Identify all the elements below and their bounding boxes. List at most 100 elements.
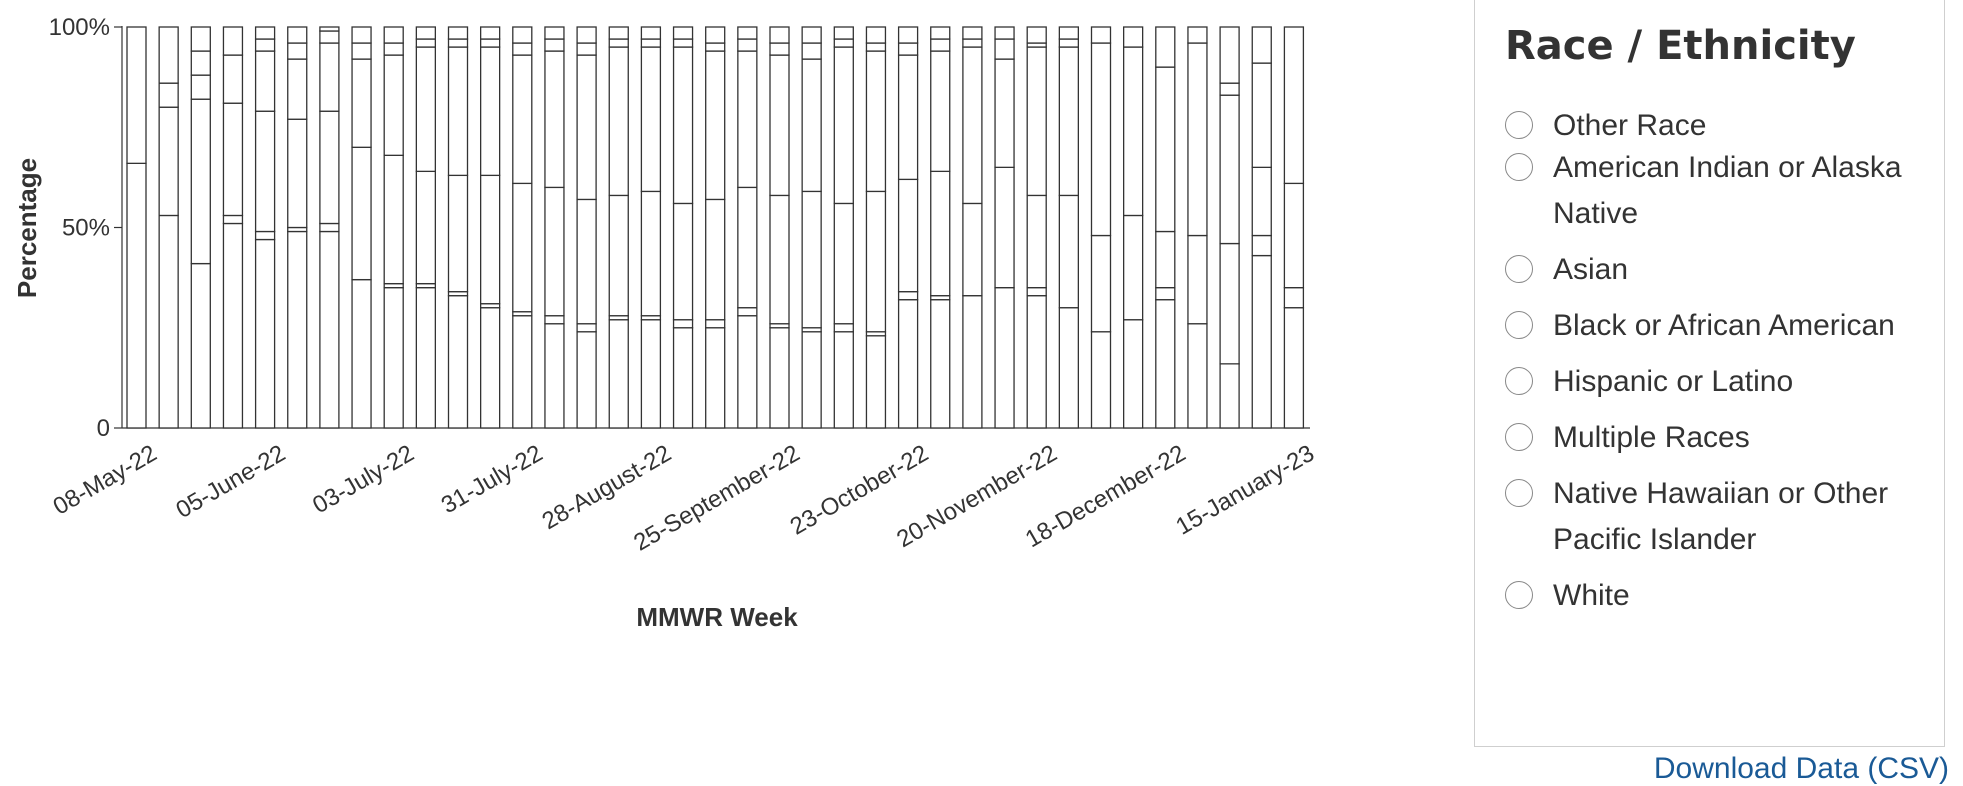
bar-segment[interactable] — [1219, 242, 1240, 365]
bar-17[interactable] — [672, 26, 694, 429]
bar-10[interactable] — [447, 26, 469, 429]
bar-segment[interactable] — [544, 50, 565, 189]
bar-segment[interactable] — [576, 26, 597, 44]
bar-segment[interactable] — [190, 262, 211, 429]
bar-segment[interactable] — [319, 30, 340, 44]
bar-segment[interactable] — [801, 58, 822, 193]
bar-segment[interactable] — [672, 46, 694, 205]
bar-segment[interactable] — [479, 46, 501, 177]
legend-item-black[interactable]: Black or African American — [1505, 307, 1925, 349]
bar-segment[interactable] — [640, 38, 662, 48]
bar-segment[interactable] — [383, 26, 404, 44]
bar-segment[interactable] — [383, 286, 404, 429]
bar-segment[interactable] — [1058, 26, 1079, 40]
bar-segment[interactable] — [962, 46, 983, 205]
bar-segment[interactable] — [640, 46, 662, 193]
bar-segment[interactable] — [962, 295, 983, 429]
bar-segment[interactable] — [254, 38, 276, 52]
bar-segment[interactable] — [287, 118, 308, 229]
bar-segment[interactable] — [1090, 26, 1112, 44]
bar-segment[interactable] — [479, 174, 501, 305]
bar-segment[interactable] — [190, 98, 211, 265]
bar-segment[interactable] — [865, 50, 887, 193]
bar-segment[interactable] — [1187, 234, 1208, 325]
bar-9[interactable] — [415, 26, 437, 429]
bar-segment[interactable] — [705, 327, 726, 429]
bar-segment[interactable] — [640, 319, 662, 429]
bar-1[interactable] — [158, 26, 179, 429]
radio-button[interactable] — [1505, 255, 1533, 283]
bar-segment[interactable] — [801, 331, 822, 429]
legend-item-native-hawaiian[interactable]: Native Hawaiian or Other Pacific Islande… — [1505, 475, 1925, 563]
bar-21[interactable] — [801, 26, 822, 429]
bar-segment[interactable] — [930, 299, 951, 429]
bar-5[interactable] — [287, 26, 308, 429]
bar-segment[interactable] — [415, 26, 437, 40]
bar-segment[interactable] — [608, 38, 629, 48]
bar-segment[interactable] — [254, 238, 276, 429]
bar-segment[interactable] — [415, 170, 437, 285]
bar-segment[interactable] — [319, 230, 340, 429]
bar-segment[interactable] — [930, 50, 951, 173]
bar-13[interactable] — [544, 26, 565, 429]
bar-segment[interactable] — [930, 170, 951, 297]
bar-segment[interactable] — [1058, 307, 1079, 429]
bar-segment[interactable] — [962, 202, 983, 297]
bar-segment[interactable] — [1090, 42, 1112, 237]
bar-segment[interactable] — [254, 230, 276, 241]
bar-segment[interactable] — [383, 54, 404, 156]
bar-segment[interactable] — [962, 38, 983, 48]
bar-segment[interactable] — [833, 46, 854, 205]
bar-segment[interactable] — [897, 178, 919, 293]
bar-segment[interactable] — [1283, 307, 1305, 429]
bar-segment[interactable] — [544, 315, 565, 325]
bar-29[interactable] — [1058, 26, 1079, 429]
bar-segment[interactable] — [1090, 234, 1112, 333]
bar-segment[interactable] — [351, 26, 372, 44]
bar-segment[interactable] — [479, 307, 501, 429]
bar-segment[interactable] — [415, 46, 437, 173]
bar-segment[interactable] — [833, 331, 854, 429]
bar-segment[interactable] — [640, 190, 662, 317]
bar-15[interactable] — [608, 26, 629, 429]
bar-segment[interactable] — [705, 50, 726, 201]
bar-segment[interactable] — [962, 26, 983, 40]
download-data-link[interactable]: Download Data (CSV) — [1653, 752, 1949, 785]
bar-segment[interactable] — [222, 54, 244, 104]
bar-segment[interactable] — [544, 26, 565, 40]
bar-segment[interactable] — [287, 42, 308, 60]
bar-segment[interactable] — [994, 58, 1015, 168]
bar-0[interactable] — [126, 26, 147, 429]
bar-19[interactable] — [737, 26, 758, 429]
bar-segment[interactable] — [222, 26, 244, 56]
bar-segment[interactable] — [1123, 214, 1144, 321]
bar-segment[interactable] — [930, 38, 951, 52]
bar-segment[interactable] — [865, 335, 887, 429]
bar-segment[interactable] — [351, 42, 372, 60]
bar-segment[interactable] — [897, 26, 919, 44]
bar-segment[interactable] — [222, 102, 244, 217]
bar-31[interactable] — [1123, 26, 1144, 429]
bar-segment[interactable] — [1123, 46, 1144, 217]
bar-segment[interactable] — [1219, 363, 1240, 429]
bar-segment[interactable] — [930, 26, 951, 40]
bar-segment[interactable] — [897, 291, 919, 301]
bar-segment[interactable] — [222, 222, 244, 429]
bar-segment[interactable] — [1187, 26, 1208, 44]
bar-segment[interactable] — [447, 295, 469, 429]
bar-segment[interactable] — [737, 38, 758, 52]
radio-button[interactable] — [1505, 311, 1533, 339]
bar-segment[interactable] — [447, 174, 469, 293]
bar-segment[interactable] — [737, 315, 758, 429]
bar-segment[interactable] — [351, 278, 372, 429]
bar-segment[interactable] — [383, 42, 404, 56]
bar-segment[interactable] — [1026, 194, 1047, 289]
bar-segment[interactable] — [287, 26, 308, 44]
legend-item-white[interactable]: White — [1505, 577, 1925, 619]
bar-segment[interactable] — [1123, 319, 1144, 429]
bar-segment[interactable] — [608, 46, 629, 197]
bar-segment[interactable] — [833, 38, 854, 48]
legend-item-american-indian[interactable]: American Indian or Alaska Native — [1505, 149, 1925, 237]
bar-34[interactable] — [1219, 26, 1240, 429]
bar-segment[interactable] — [1090, 331, 1112, 429]
